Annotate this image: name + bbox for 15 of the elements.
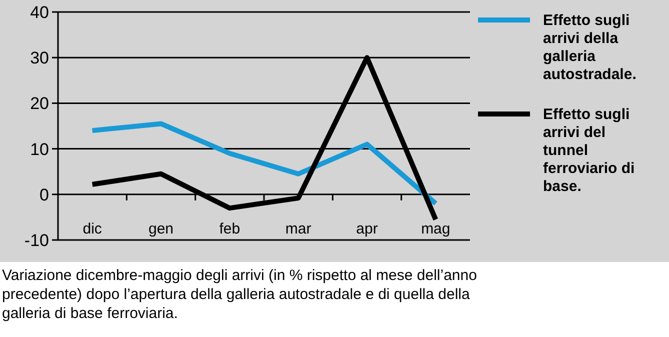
y-tick-label: -10 (24, 230, 49, 250)
x-tick-label: dic (82, 220, 102, 238)
y-tick-label: 10 (30, 140, 49, 159)
legend-label: Effetto sugli arrivi della galleria autostradale. (543, 12, 636, 83)
x-tick-label: feb (219, 220, 240, 238)
legend-label: Effetto sugli arrivi del tunnel ferroviario di base. (543, 106, 635, 195)
text: Variazione dicembre-maggio degli arrivi (in % rispetto al mese dell’anno precedente) dopo l’apertura della galleria autostradale e di quella della galleria di base ferroviaria. (2, 267, 477, 322)
y-tick-label: 20 (30, 94, 49, 114)
x-tick-label: apr (356, 220, 378, 238)
y-tick-label: 30 (30, 48, 49, 68)
y-tick-label: 0 (40, 185, 49, 204)
x-tick-label: mag (421, 220, 450, 238)
x-tick-label: gen (148, 220, 174, 238)
x-tick-label: mar (285, 220, 312, 238)
y-tick-label: 40 (30, 2, 49, 22)
